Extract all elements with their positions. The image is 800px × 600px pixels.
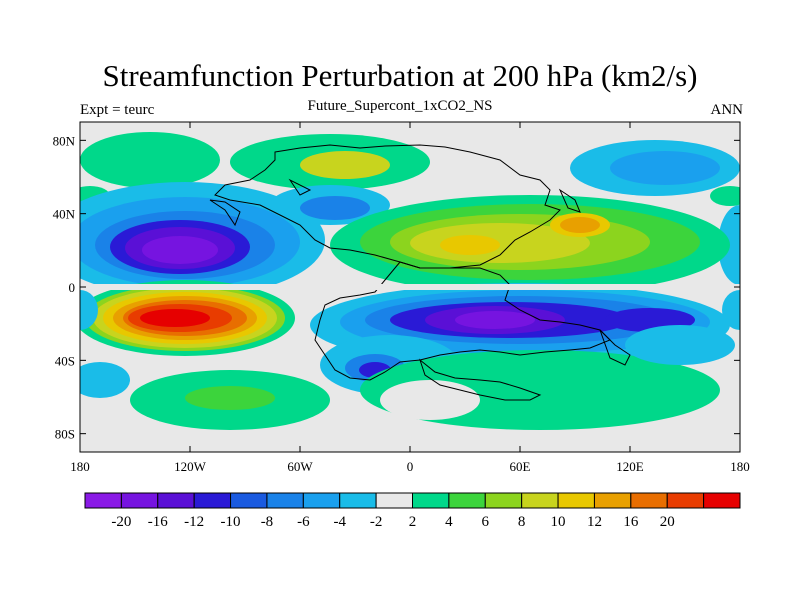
east-islands-outline [558, 188, 631, 366]
north-atlantic-high-region [80, 132, 740, 206]
x-tick-label: 60E [510, 459, 531, 474]
south-atlantic-region [80, 325, 735, 430]
axis-ticks: 180 120W 60W 0 60E 120E 180 80N 40N 0 40S 80S [53, 122, 750, 474]
colorbar-label: -2 [370, 514, 383, 530]
x-tick-label: 120E [616, 459, 644, 474]
contour-field [80, 122, 740, 452]
continent-outlines [209, 144, 631, 401]
colorbar-swatch [120, 492, 159, 509]
colorbar-label: -10 [221, 514, 241, 530]
colorbar-label: 8 [518, 514, 526, 530]
colorbar-swatch [557, 492, 595, 509]
colorbar-swatch [630, 492, 668, 509]
colorbar-swatch [448, 492, 486, 509]
chart-title: Streamfunction Perturbation at 200 hPa (… [102, 58, 698, 93]
colorbar-swatch [593, 492, 632, 509]
colorbar-label: 16 [623, 514, 639, 530]
eurasian-high-region [330, 195, 730, 295]
colorbar-label: 12 [587, 514, 602, 530]
colorbar-label: -20 [111, 514, 131, 530]
colorbar-swatch [230, 492, 268, 509]
colorbar-label: 4 [445, 514, 453, 530]
colorbar-label: 10 [551, 514, 566, 530]
chart-subtitle: Future_Supercont_1xCO2_NS [307, 98, 493, 114]
season-label: ANN [710, 102, 744, 118]
colorbar-swatch [157, 492, 195, 509]
colorbar-swatch [339, 492, 377, 509]
x-tick-label: 180 [730, 459, 750, 474]
colorbar-label: 20 [660, 514, 675, 530]
y-tick-label: 40N [53, 207, 76, 222]
x-tick-label: 60W [287, 459, 313, 474]
colorbar-swatch [521, 492, 559, 509]
north-islands-outline [209, 178, 312, 227]
x-tick-label: 180 [70, 459, 90, 474]
x-tick-label: 120W [174, 459, 207, 474]
colorbar-swatch [375, 492, 414, 509]
colorbar-swatch [484, 492, 523, 509]
colorbar-label: -6 [297, 514, 310, 530]
experiment-label: Expt = teurc [80, 102, 155, 118]
y-tick-label: 0 [69, 280, 76, 295]
x-tick-label: 0 [407, 459, 414, 474]
colorbar-swatch [266, 492, 304, 509]
colorbar-label: 2 [409, 514, 417, 530]
colorbar-label: -8 [261, 514, 274, 530]
south-pacific-high-region [80, 280, 295, 356]
supercontinent-north-outline [214, 144, 561, 269]
north-pacific-low-region [80, 182, 740, 298]
colorbar: -20 -16 -12 -10 -8 -6 -4 -2 2 4 6 8 10 12 16 20 [84, 492, 741, 530]
colorbar-label: 6 [482, 514, 490, 530]
colorbar-label: -16 [148, 514, 168, 530]
colorbar-label: -4 [333, 514, 346, 530]
southern-peninsula-outline [418, 358, 542, 401]
y-tick-label: 80S [55, 427, 75, 442]
colorbar-swatch [666, 492, 705, 509]
y-tick-label: 40S [55, 353, 75, 368]
supercontinent-central-outline [314, 261, 611, 381]
y-tick-label: 80N [53, 133, 76, 148]
colorbar-swatch [302, 492, 341, 509]
colorbar-label: -12 [184, 514, 204, 530]
colorbar-swatch [703, 492, 741, 509]
colorbar-swatch [412, 492, 450, 509]
colorbar-swatch [84, 492, 122, 509]
colorbar-swatch [193, 492, 232, 509]
